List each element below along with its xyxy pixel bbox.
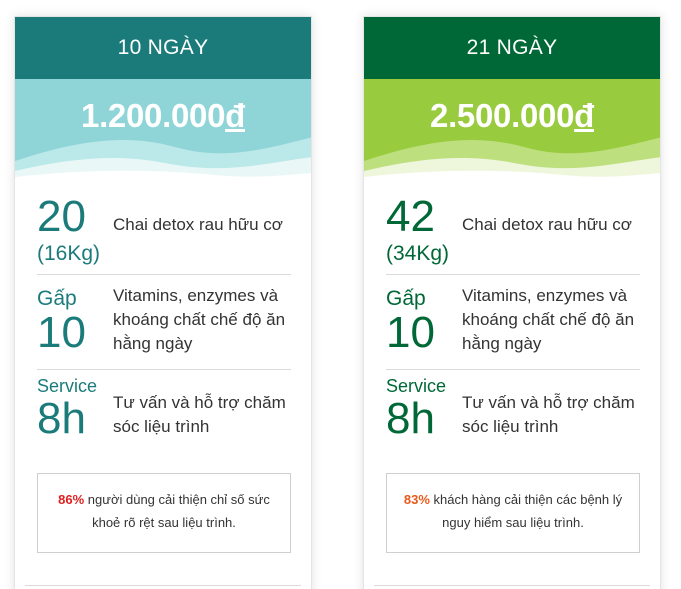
feature-prefix: Gấp — [37, 287, 77, 310]
note-text: khách hàng cải thiện các bệnh lý nguy hi… — [429, 492, 623, 530]
feature-weight: (34Kg) — [386, 242, 450, 265]
feature-number: 8h — [386, 394, 435, 443]
result-note: 86% người dùng cải thiện chỉ số sức khoẻ… — [37, 473, 291, 553]
plan-duration: 21 NGÀY — [364, 17, 660, 79]
feature-service: Service 8h Tư vấn và hỗ trợ chăm sóc liệ… — [386, 375, 640, 457]
price-currency: đ — [225, 97, 245, 134]
pricing-card-10-days: 10 NGÀY 1.200.000đ 20 (16Kg) Chai detox … — [14, 16, 312, 589]
price-value: 2.500.000 — [430, 97, 575, 134]
feature-number: 20 — [37, 192, 86, 241]
feature-number: 42 — [386, 192, 435, 241]
price-band: 1.200.000đ — [15, 79, 311, 179]
divider — [25, 585, 301, 586]
feature-service: Service 8h Tư vấn và hỗ trợ chăm sóc liệ… — [37, 375, 291, 457]
pricing-card-21-days: 21 NGÀY 2.500.000đ 42 (34Kg) Chai detox … — [363, 16, 661, 589]
feature-number: 8h — [37, 394, 86, 443]
note-percent: 83% — [403, 492, 430, 507]
feature-prefix: Service — [386, 376, 447, 396]
feature-description: Vitamins, enzymes và khoáng chất chế độ … — [113, 286, 286, 353]
feature-weight: (16Kg) — [37, 242, 101, 265]
feature-bottles: 20 (16Kg) Chai detox rau hữu cơ — [37, 191, 291, 275]
wave-decoration — [15, 137, 311, 179]
feature-description: Chai detox rau hữu cơ — [462, 215, 632, 234]
feature-vitamins: Gấp 10 Vitamins, enzymes và khoáng chất … — [386, 284, 640, 370]
feature-prefix: Service — [37, 376, 98, 396]
feature-bottles: 42 (34Kg) Chai detox rau hữu cơ — [386, 191, 640, 275]
feature-description: Tư vấn và hỗ trợ chăm sóc liệu trình — [462, 393, 635, 436]
feature-number: 10 — [386, 308, 435, 357]
feature-description: Vitamins, enzymes và khoáng chất chế độ … — [462, 286, 635, 353]
feature-description: Chai detox rau hữu cơ — [113, 215, 283, 234]
price-value: 1.200.000 — [81, 97, 226, 134]
plan-price: 2.500.000đ — [364, 97, 660, 135]
wave-decoration — [364, 137, 660, 179]
feature-prefix: Gấp — [386, 287, 426, 310]
feature-description: Tư vấn và hỗ trợ chăm sóc liệu trình — [113, 393, 286, 436]
result-note: 83% khách hàng cải thiện các bệnh lý ngu… — [386, 473, 640, 553]
price-band: 2.500.000đ — [364, 79, 660, 179]
note-text: người dùng cải thiện chỉ số sức khoẻ rõ … — [84, 492, 270, 530]
plan-price: 1.200.000đ — [15, 97, 311, 135]
plan-duration: 10 NGÀY — [15, 17, 311, 79]
feature-number: 10 — [37, 308, 86, 357]
price-currency: đ — [574, 97, 594, 134]
note-percent: 86% — [58, 492, 85, 507]
feature-vitamins: Gấp 10 Vitamins, enzymes và khoáng chất … — [37, 284, 291, 370]
divider — [374, 585, 650, 586]
